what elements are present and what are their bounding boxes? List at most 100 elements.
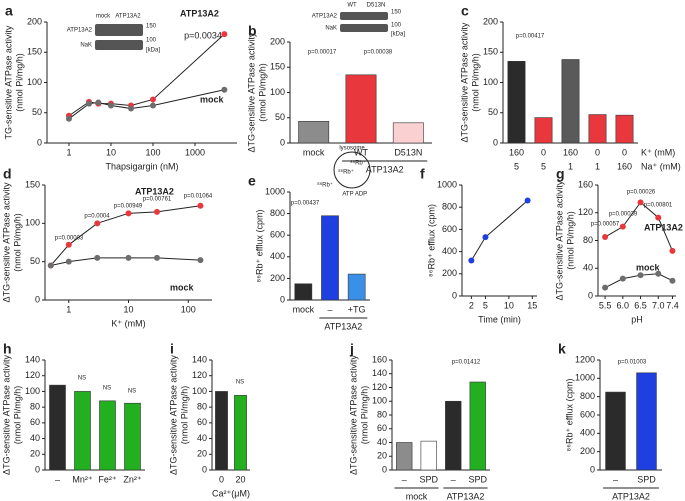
y-tick-label: 1200 [575, 354, 595, 364]
x-tick-label: – [613, 474, 618, 484]
bar [615, 114, 634, 144]
bar [321, 215, 339, 301]
annotation: p=0.01064 [184, 194, 213, 200]
y-tick-label: 20 [197, 449, 207, 459]
x-tick-label: 15 [527, 300, 537, 310]
y-tick-label: 0 [280, 137, 285, 147]
bar [396, 442, 413, 471]
group-label: ATP13A2 [366, 164, 404, 174]
point [153, 254, 160, 261]
y-tick-label: 100 [270, 87, 285, 97]
annotation: p=0.00039 [609, 212, 638, 218]
bar [345, 74, 377, 144]
x-tick-label: 7.4 [666, 300, 679, 310]
point [619, 275, 626, 282]
inset-label: 150 [146, 24, 157, 30]
panel-label: i [170, 341, 174, 357]
bar [534, 117, 553, 144]
y-tick-label: 140 [372, 368, 387, 378]
y-tick-label: 100 [25, 386, 40, 396]
x-axis-label: K⁺ (mM) [111, 318, 145, 328]
y-tick-label: 800 [270, 208, 285, 218]
x-tick-label: 160 [617, 161, 632, 171]
x-tick-label: 10 [106, 147, 116, 157]
x-row-label: Na⁺ (mM) [641, 161, 681, 171]
series-label: mock [170, 282, 195, 292]
y-tick-label: 60 [30, 417, 40, 427]
inset-label: NaK [325, 26, 337, 32]
panel-label: f [420, 166, 425, 182]
y-tick-label: 20 [30, 449, 40, 459]
inset-label: ⁸⁶Rb⁺ [317, 182, 333, 189]
point [524, 197, 531, 204]
bar [636, 372, 657, 471]
y-tick-label: 120 [372, 382, 387, 392]
x-tick-label: SPD [637, 474, 656, 484]
inset-label: ATP13A2 [67, 28, 93, 34]
annotation: p=0.01003 [618, 360, 647, 366]
annotation: p=0.0034 [184, 30, 222, 40]
inset-label: ⁸⁶Rb⁺ [350, 160, 366, 167]
bar [347, 273, 366, 301]
y-tick-label: 50 [488, 107, 498, 117]
x-tick-label: 20 [235, 474, 245, 484]
point [65, 241, 72, 248]
bar [124, 402, 141, 471]
y-tick-label: 20 [377, 451, 387, 461]
y-axis-label: ΔTG-sensitive ATPase activity [459, 22, 469, 142]
y-tick-label: 0 [35, 294, 40, 304]
y-tick-label: 0 [493, 137, 498, 147]
lysosome [333, 151, 371, 189]
annotation: p=0.00417 [516, 34, 545, 40]
y-tick-label: 0 [590, 464, 595, 474]
y-tick-label: 0 [35, 464, 40, 474]
x-axis-label: pH [631, 314, 643, 324]
x-tick-label: 7.0 [652, 300, 665, 310]
inset-label: lysosome [339, 146, 365, 152]
annotation: p=0.0004 [84, 214, 110, 220]
x-tick-label: 1000 [185, 147, 205, 157]
inset-label: mock [96, 14, 111, 20]
inset-label: NaK [80, 43, 92, 49]
annotation: p=0.00801 [644, 203, 673, 209]
annotation: p=0.00437 [291, 201, 320, 207]
bar [392, 122, 424, 144]
point [153, 208, 160, 215]
x-tick-label: 0 [219, 474, 224, 484]
point [94, 254, 101, 261]
point [221, 86, 228, 93]
point [149, 96, 156, 103]
y-tick-label: 160 [578, 179, 593, 189]
y-axis-label: ⁸⁶Rb⁺ efflux (cpm) [254, 209, 264, 282]
point [655, 270, 662, 277]
annotation: p=0.00038 [364, 50, 393, 56]
point [65, 115, 72, 122]
y-tick-label: 400 [270, 251, 285, 261]
y-axis-label: ΔTG-sensitive ATPase activity [246, 32, 256, 152]
x-tick-label: 100 [145, 147, 160, 157]
annotation: NS [128, 389, 136, 395]
point [482, 234, 489, 241]
y-axis-label: ⁸⁶Rb⁺ efflux (cpm) [564, 378, 574, 451]
panel-label: a [5, 3, 13, 19]
bar [588, 114, 607, 144]
point [602, 284, 609, 291]
y-tick-label: 200 [580, 446, 595, 456]
group-label: mock [406, 491, 428, 501]
panel-label: b [248, 23, 257, 39]
bar [215, 391, 228, 471]
point [602, 234, 609, 241]
point [197, 257, 204, 264]
point [47, 262, 54, 269]
x-tick-label: – [451, 474, 456, 484]
panel-label: h [3, 341, 12, 357]
bar [605, 391, 626, 471]
bar [74, 391, 91, 471]
point [125, 254, 132, 261]
y-tick-label: 0 [202, 464, 207, 474]
point [94, 220, 101, 227]
x-axis-label: Time (min) [478, 314, 521, 324]
y-axis-label: (nmol Pi/mg/h) [359, 386, 369, 445]
point [637, 272, 644, 279]
